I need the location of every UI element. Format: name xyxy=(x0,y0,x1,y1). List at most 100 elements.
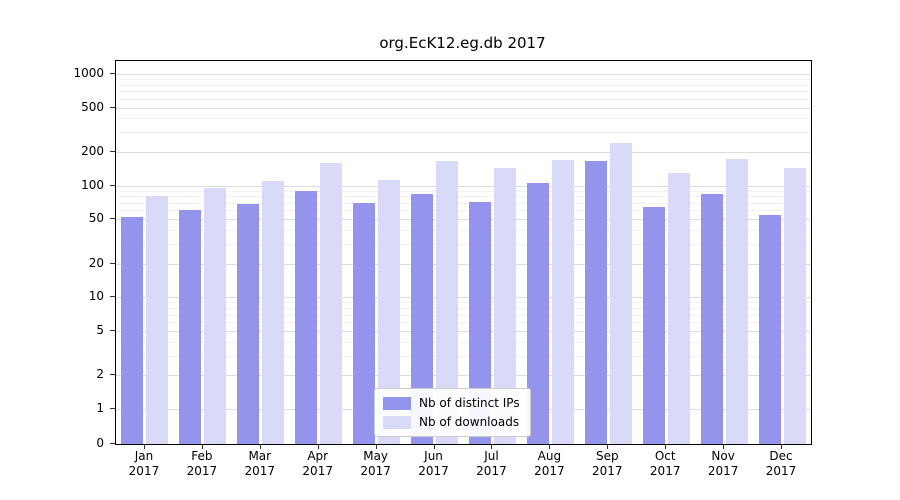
y-tick-label-10: 10 xyxy=(88,289,104,304)
gridline-major xyxy=(116,185,811,187)
x-tick-label-jun: Jun 2017 xyxy=(418,449,449,478)
x-tick-mark xyxy=(317,444,319,449)
y-tick-mark xyxy=(110,218,115,220)
y-tick-label-1: 1 xyxy=(96,401,104,415)
gridline-major xyxy=(116,107,811,109)
x-tick-mark xyxy=(607,444,609,449)
x-tick-label-may: May 2017 xyxy=(360,449,391,478)
bar-distinct-ips-mar xyxy=(237,204,260,444)
x-tick-mark xyxy=(143,444,145,449)
bar-downloads-apr xyxy=(320,162,343,444)
y-tick-mark xyxy=(110,408,115,409)
legend-label-distinct-ips: Nb of distinct IPs xyxy=(419,396,520,410)
y-tick-mark xyxy=(110,443,115,444)
x-tick-mark xyxy=(781,444,783,449)
gridline-major xyxy=(116,152,811,154)
gridline-minor xyxy=(116,314,811,316)
legend-label-downloads: Nb of downloads xyxy=(419,415,520,429)
chart-title: org.EcK12.eg.db 2017 xyxy=(379,34,546,52)
x-tick-label-apr: Apr 2017 xyxy=(302,449,333,478)
x-tick-label-oct: Oct 2017 xyxy=(649,449,681,478)
gridline-major xyxy=(116,219,811,221)
gridline-minor xyxy=(116,302,811,304)
gridline-minor xyxy=(116,355,811,357)
bar-downloads-mar xyxy=(262,181,285,444)
bar-downloads-jan xyxy=(146,196,169,444)
x-tick-mark xyxy=(259,444,261,449)
bar-downloads-jun xyxy=(436,161,459,444)
bar-downloads-nov xyxy=(725,158,748,444)
y-tick-mark xyxy=(110,151,115,153)
y-tick-label-1000: 1000 xyxy=(73,66,104,80)
gridline-minor xyxy=(116,91,811,93)
plot-area: Nb of distinct IPs Nb of downloads xyxy=(115,60,812,445)
x-tick-mark xyxy=(549,444,551,449)
y-tick-mark xyxy=(110,106,115,108)
bar-distinct-ips-dec xyxy=(758,214,781,444)
bar-downloads-feb xyxy=(204,188,227,444)
bar-distinct-ips-may xyxy=(353,202,376,444)
gridline-minor xyxy=(116,196,811,198)
bar-distinct-ips-jun xyxy=(411,193,434,444)
bar-distinct-ips-jul xyxy=(468,201,491,444)
gridline-minor xyxy=(116,230,811,232)
legend-swatch-distinct-ips xyxy=(383,396,411,410)
gridline-major xyxy=(116,297,811,299)
x-tick-mark xyxy=(375,444,377,449)
bar-downloads-dec xyxy=(783,167,806,444)
gridline-major xyxy=(116,330,811,332)
y-tick-mark xyxy=(110,374,115,376)
x-tick-label-dec: Dec 2017 xyxy=(765,449,797,478)
y-tick-label-5: 5 xyxy=(96,322,104,337)
gridline-minor xyxy=(116,202,811,204)
gridline-minor xyxy=(116,98,811,100)
y-tick-mark xyxy=(110,296,115,298)
x-tick-label-sep: Sep 2017 xyxy=(592,449,623,478)
y-tick-label-2: 2 xyxy=(96,367,104,382)
x-tick-mark xyxy=(723,444,725,449)
bar-downloads-oct xyxy=(667,172,690,444)
y-tick-label-50: 50 xyxy=(88,211,104,226)
bar-downloads-sep xyxy=(609,143,632,444)
legend-item-distinct-ips: Nb of distinct IPs xyxy=(383,396,520,410)
bar-distinct-ips-sep xyxy=(584,161,607,444)
gridline-minor xyxy=(116,341,811,343)
gridline-minor xyxy=(116,79,811,81)
gridline-minor xyxy=(116,322,811,324)
y-tick-mark xyxy=(110,262,115,264)
x-tick-label-feb: Feb 2017 xyxy=(186,449,218,478)
bar-distinct-ips-apr xyxy=(295,190,318,444)
y-tick-label-20: 20 xyxy=(88,255,104,270)
y-tick-label-500: 500 xyxy=(81,99,104,114)
legend-item-downloads: Nb of downloads xyxy=(383,415,520,429)
legend: Nb of distinct IPs Nb of downloads xyxy=(374,388,531,437)
bar-downloads-aug xyxy=(551,159,574,444)
gridline-minor xyxy=(116,190,811,192)
bar-downloads-may xyxy=(378,180,401,444)
y-tick-label-100: 100 xyxy=(81,177,104,192)
gridline-minor xyxy=(116,244,811,246)
x-tick-mark xyxy=(665,444,667,449)
y-tick-mark xyxy=(110,184,115,186)
bar-distinct-ips-jan xyxy=(121,217,144,444)
x-tick-mark xyxy=(433,444,435,449)
bar-distinct-ips-aug xyxy=(526,183,549,444)
gridline-major xyxy=(116,375,811,377)
x-tick-mark xyxy=(491,444,493,449)
x-tick-label-jan: Jan 2017 xyxy=(128,449,160,478)
x-tick-label-jul: Jul 2017 xyxy=(476,449,507,478)
y-tick-mark xyxy=(110,329,115,331)
bar-distinct-ips-nov xyxy=(700,193,723,444)
x-tick-label-aug: Aug 2017 xyxy=(534,449,565,478)
bar-downloads-jul xyxy=(493,167,516,444)
gridline-minor xyxy=(116,118,811,120)
y-tick-mark xyxy=(110,73,115,74)
x-tick-label-nov: Nov 2017 xyxy=(707,449,739,478)
gridline-minor xyxy=(116,84,811,86)
y-tick-label-200: 200 xyxy=(81,144,104,159)
gridline-major xyxy=(116,263,811,265)
gridline-minor xyxy=(116,132,811,134)
legend-swatch-downloads xyxy=(383,415,411,429)
x-tick-label-mar: Mar 2017 xyxy=(244,449,276,478)
